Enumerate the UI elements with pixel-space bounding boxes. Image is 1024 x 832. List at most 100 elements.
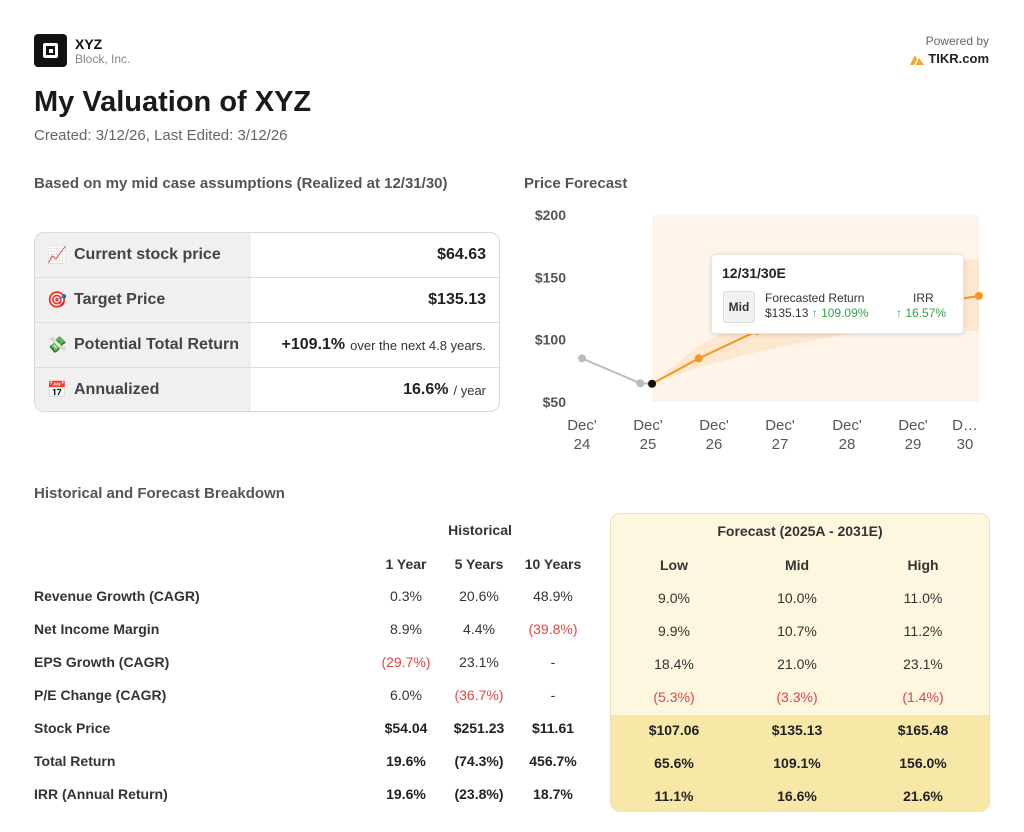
forecast-cell: 156.0% xyxy=(899,755,947,771)
hist-col-5-years: 5 Years xyxy=(454,556,504,572)
x-tick-label: Dec' xyxy=(765,417,795,434)
forecast-cell: 10.7% xyxy=(777,623,817,639)
historical-cell: $11.61 xyxy=(531,720,575,736)
forecast-point xyxy=(975,291,983,300)
x-tick-label: Dec' xyxy=(898,417,928,434)
valuation-label: Current stock price xyxy=(74,246,221,263)
fc-col-high: High xyxy=(907,557,939,573)
x-tick-label: Dec' xyxy=(699,417,729,434)
forecast-cell: 21.6% xyxy=(903,788,943,804)
tooltip-date: 12/31/30E xyxy=(722,265,786,281)
forecast-cell: 9.0% xyxy=(658,590,690,606)
valuation-row-total-return: 💸 Potential Total Return +109.1% over the … xyxy=(35,323,499,368)
valuation-value: $135.13 xyxy=(428,291,486,308)
historical-cell: (29.7%) xyxy=(381,654,431,670)
historical-cell: (39.8%) xyxy=(528,621,578,637)
historical-cell: $54.04 xyxy=(384,720,428,736)
y-tick-label: $50 xyxy=(543,394,567,410)
historical-cell: 6.0% xyxy=(390,687,422,703)
valuation-label: Annualized xyxy=(74,381,160,398)
historical-cell: 0.3% xyxy=(390,588,422,604)
historical-cell: 19.6% xyxy=(386,786,426,802)
breakdown-row-label: Total Return xyxy=(34,753,116,769)
breakdown-row-label: Stock Price xyxy=(34,720,111,736)
forecast-cell: 10.0% xyxy=(777,590,817,606)
historical-cell: 19.6% xyxy=(386,753,426,769)
chart-increasing-icon: 📈 xyxy=(47,247,67,264)
powered-by-label: Powered by xyxy=(925,34,989,48)
tikr-logo-icon xyxy=(910,54,925,65)
historical-cell: (74.3%) xyxy=(454,753,504,769)
breakdown-row-label: Revenue Growth (CAGR) xyxy=(34,588,200,604)
forecast-cell: 11.0% xyxy=(903,590,943,606)
valuation-value: $64.63 xyxy=(437,246,486,263)
tooltip-forecast-price: $135.13 xyxy=(765,306,809,320)
forecast-cell: $135.13 xyxy=(771,722,823,738)
forecast-cell: (1.4%) xyxy=(902,689,944,705)
tooltip-forecast-change: ↑ 109.09% xyxy=(811,306,869,320)
breakdown-row-label: Net Income Margin xyxy=(34,621,160,637)
x-tick-label: 28 xyxy=(839,436,856,453)
tikr-brand-label: TIKR.com xyxy=(928,51,989,66)
historical-cell: 18.7% xyxy=(533,786,573,802)
target-icon: 🎯 xyxy=(47,292,67,309)
forecast-cell: 65.6% xyxy=(654,755,694,771)
historical-cell: $251.23 xyxy=(453,720,505,736)
forecast-cell: (5.3%) xyxy=(653,689,695,705)
historical-cell: 48.9% xyxy=(533,588,573,604)
tooltip-forecast-values: $135.13 ↑ 109.09% xyxy=(765,306,868,320)
chart-tooltip: 12/31/30E Mid Forecasted Return $135.13 … xyxy=(711,254,964,334)
fc-col-mid: Mid xyxy=(784,557,810,573)
tikr-brand[interactable]: TIKR.com xyxy=(910,51,989,66)
x-tick-label: 25 xyxy=(640,436,657,453)
historical-cell: 8.9% xyxy=(390,621,422,637)
historical-cell: - xyxy=(550,687,556,703)
historical-point xyxy=(636,379,645,388)
valuation-summary-table: 📈 Current stock price $64.63 🎯 Target Pric… xyxy=(34,232,500,412)
historical-cell: - xyxy=(550,654,556,670)
hist-col-1-year: 1 Year xyxy=(385,556,427,572)
historical-point xyxy=(578,354,586,363)
x-tick-label: Dec' xyxy=(567,417,597,434)
valuation-value: 16.6% xyxy=(403,381,449,398)
x-tick-label: D… xyxy=(952,417,978,434)
y-tick-label: $200 xyxy=(535,207,566,223)
page-subtitle: Created: 3/12/26, Last Edited: 3/12/26 xyxy=(34,127,288,144)
historical-cell: 456.7% xyxy=(529,753,577,769)
company-logo xyxy=(34,34,67,67)
forecast-cell: 109.1% xyxy=(773,755,821,771)
company-name: Block, Inc. xyxy=(75,52,131,66)
historical-cell: (36.7%) xyxy=(454,687,504,703)
forecast-cell: 11.1% xyxy=(654,788,694,804)
historical-cell: 20.6% xyxy=(459,588,499,604)
breakdown-row-label: P/E Change (CAGR) xyxy=(34,687,167,703)
historical-cell: (23.8%) xyxy=(454,786,504,802)
page-title: My Valuation of XYZ xyxy=(34,86,312,118)
historical-group-header: Historical xyxy=(448,522,512,538)
valuation-label: Potential Total Return xyxy=(74,336,240,353)
y-tick-label: $150 xyxy=(535,269,566,285)
valuation-row-current-price: 📈 Current stock price $64.63 xyxy=(35,233,499,278)
forecast-cell: 11.2% xyxy=(903,623,943,639)
ticker-symbol: XYZ xyxy=(75,36,103,52)
x-tick-label: 27 xyxy=(772,436,789,453)
forecast-point xyxy=(694,354,703,363)
breakdown-heading: Historical and Forecast Breakdown xyxy=(34,485,285,502)
forecast-cell: 16.6% xyxy=(777,788,817,804)
hist-col-10-years: 10 Years xyxy=(524,556,582,572)
valuation-heading: Based on my mid case assumptions (Realiz… xyxy=(34,175,448,192)
historical-cell: 4.4% xyxy=(463,621,495,637)
tooltip-forecast-label: Forecasted Return xyxy=(765,291,865,305)
forecast-cell: 23.1% xyxy=(903,656,943,672)
valuation-row-target-price: 🎯 Target Price $135.13 xyxy=(35,278,499,323)
money-icon: 💸 xyxy=(47,337,67,354)
x-tick-label: 30 xyxy=(957,436,974,453)
valuation-row-annualized: 📅 Annualized 16.6% / year xyxy=(35,368,499,411)
price-forecast-heading: Price Forecast xyxy=(524,175,628,192)
forecast-panel xyxy=(610,513,990,812)
fc-col-low: Low xyxy=(660,557,688,573)
breakdown-row-label: IRR (Annual Return) xyxy=(34,786,168,802)
forecast-cell: 9.9% xyxy=(658,623,690,639)
current-price-point xyxy=(648,379,657,388)
calendar-icon: 📅 xyxy=(47,382,67,399)
